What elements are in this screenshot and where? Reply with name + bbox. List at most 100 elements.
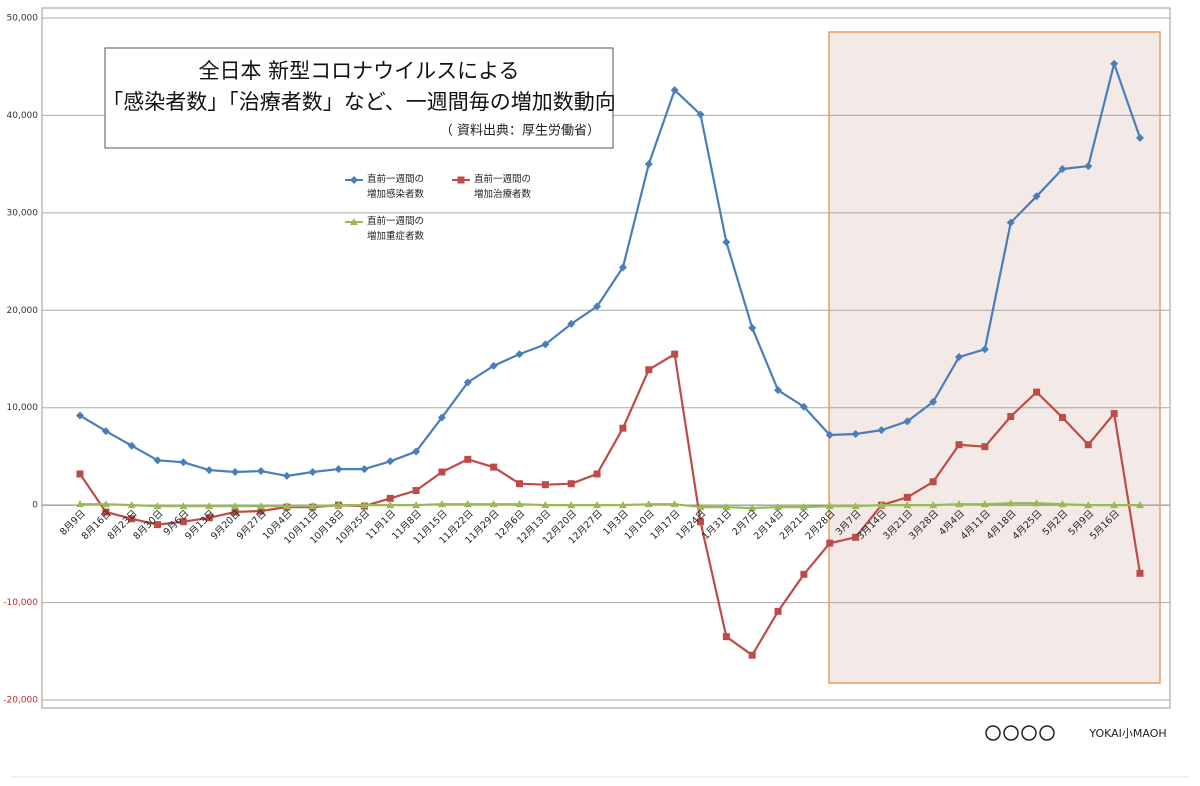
data-point <box>334 501 343 509</box>
data-point <box>205 466 214 475</box>
data-point <box>955 353 964 362</box>
series-line <box>80 502 1140 510</box>
data-point <box>76 500 84 508</box>
data-point <box>1058 413 1066 421</box>
data-point <box>205 514 213 522</box>
data-point <box>1033 388 1041 396</box>
data-point <box>981 443 989 451</box>
data-point <box>567 480 575 488</box>
data-point <box>1084 501 1093 509</box>
data-point <box>774 386 783 395</box>
legend-label: 直前一週間の増加重症者数 <box>367 216 425 242</box>
data-point <box>748 504 757 512</box>
data-point <box>154 521 162 529</box>
data-point <box>412 487 420 495</box>
data-point <box>516 480 524 488</box>
data-point <box>102 508 110 516</box>
data-point <box>1084 441 1092 449</box>
data-point <box>386 457 395 466</box>
y-tick-label: 20,000 <box>7 306 39 316</box>
data-point <box>593 302 602 311</box>
data-point <box>1058 165 1067 174</box>
y-tick-label: -10,000 <box>3 598 38 608</box>
data-point <box>903 501 912 509</box>
data-point <box>360 465 369 474</box>
data-point <box>438 468 446 476</box>
data-point <box>852 533 860 541</box>
plot <box>76 59 1144 659</box>
data-point <box>929 501 938 509</box>
data-point <box>127 501 136 509</box>
title-box <box>104 47 614 149</box>
data-point <box>567 501 576 509</box>
data-point <box>670 86 679 95</box>
data-point <box>851 502 860 510</box>
data-point <box>722 238 731 247</box>
data-point <box>800 570 808 578</box>
data-point <box>774 503 783 511</box>
data-point <box>128 515 136 523</box>
chart-title: 「感染者数」「治療者数」など、一週間毎の増加数動向 <box>102 90 615 114</box>
data-point <box>748 651 756 659</box>
data-point <box>567 319 576 328</box>
data-point <box>671 350 679 358</box>
data-point <box>76 411 84 420</box>
data-point <box>463 378 472 387</box>
data-point <box>1032 499 1041 507</box>
data-point <box>256 467 265 476</box>
data-point <box>282 471 291 480</box>
chart-subtitle: （ 資料出典：厚生労働省） <box>440 124 600 139</box>
data-point <box>463 500 472 508</box>
data-point <box>618 501 627 509</box>
y-tick-label: -20,000 <box>3 696 38 706</box>
data-point <box>1006 499 1015 507</box>
data-point <box>308 502 317 510</box>
data-point <box>1110 501 1119 509</box>
data-point <box>205 502 214 510</box>
data-point <box>980 500 989 508</box>
data-point <box>489 361 498 370</box>
data-point <box>308 468 317 477</box>
data-point <box>515 350 524 359</box>
data-point <box>541 481 549 489</box>
y-tick-label: 50,000 <box>7 14 39 24</box>
data-point <box>696 503 705 511</box>
data-point <box>929 397 938 406</box>
data-point <box>619 424 627 432</box>
data-point <box>1084 162 1093 171</box>
data-point <box>1110 59 1119 68</box>
data-point <box>231 508 239 516</box>
plot-frame <box>41 7 1171 709</box>
data-point <box>618 263 627 272</box>
y-tick-label: 10,000 <box>7 403 39 413</box>
data-point <box>153 502 162 510</box>
data-point <box>826 539 834 547</box>
data-point <box>101 500 110 508</box>
legend-label: 直前一週間の増加感染者数 <box>367 174 425 200</box>
data-point <box>1032 192 1041 201</box>
data-point <box>593 470 601 478</box>
data-point <box>980 345 989 354</box>
data-point <box>179 502 188 510</box>
data-point <box>644 160 653 169</box>
data-point <box>464 455 472 463</box>
data-point <box>541 501 550 509</box>
data-point <box>231 502 240 510</box>
data-point <box>153 456 162 465</box>
data-point <box>903 493 911 501</box>
series-line <box>79 353 1142 657</box>
data-point <box>386 501 395 509</box>
data-point <box>799 402 808 411</box>
data-point <box>334 465 343 474</box>
data-point <box>386 494 394 502</box>
data-point <box>825 502 834 510</box>
y-tick-label: 40,000 <box>7 111 39 121</box>
data-point <box>101 427 110 436</box>
data-point <box>1110 410 1118 418</box>
data-point <box>437 413 446 422</box>
data-point <box>257 507 265 515</box>
data-point <box>722 633 730 641</box>
data-point <box>955 500 964 508</box>
